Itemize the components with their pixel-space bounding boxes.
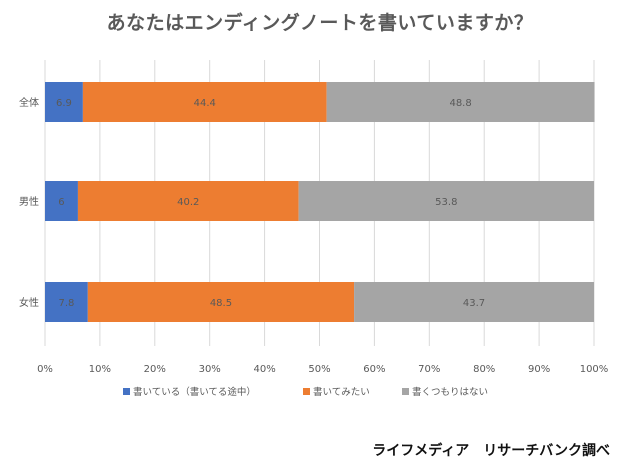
legend-label: 書くつもりはない bbox=[412, 386, 488, 398]
data-label: 43.7 bbox=[463, 298, 485, 309]
data-label: 53.8 bbox=[435, 197, 457, 208]
data-label: 7.8 bbox=[58, 298, 74, 309]
bar-segment bbox=[77, 181, 299, 221]
x-tick-label: 50% bbox=[308, 364, 330, 375]
x-tick-label: 80% bbox=[473, 364, 495, 375]
bar-segment bbox=[82, 82, 327, 122]
x-tick-label: 10% bbox=[89, 364, 111, 375]
x-tick-label: 30% bbox=[199, 364, 221, 375]
category-label: 男性 bbox=[19, 195, 39, 208]
x-tick-label: 90% bbox=[528, 364, 550, 375]
x-tick-label: 60% bbox=[363, 364, 385, 375]
legend-label: 書いている（書いてる途中） bbox=[133, 386, 256, 398]
legend-label: 書いてみたい bbox=[313, 386, 370, 398]
category-label: 全体 bbox=[19, 96, 39, 109]
data-label: 48.5 bbox=[210, 298, 232, 309]
bar-segment bbox=[298, 181, 594, 221]
bar-segment bbox=[87, 282, 355, 322]
x-tick-label: 100% bbox=[580, 364, 609, 375]
data-label: 48.8 bbox=[449, 98, 471, 109]
source-note: ライフメディア リサーチバンク調べ bbox=[372, 443, 610, 459]
bar-segment bbox=[45, 181, 78, 221]
data-label: 6.9 bbox=[56, 98, 72, 109]
legend-swatch bbox=[123, 388, 130, 395]
data-label: 6 bbox=[58, 197, 64, 208]
legend-swatch bbox=[303, 388, 310, 395]
bar-segment bbox=[354, 282, 594, 322]
x-tick-label: 70% bbox=[418, 364, 440, 375]
x-tick-label: 0% bbox=[37, 364, 53, 375]
x-tick-label: 40% bbox=[253, 364, 275, 375]
bar-segment bbox=[326, 82, 595, 122]
x-tick-label: 20% bbox=[144, 364, 166, 375]
chart-title: あなたはエンディングノートを書いていますか？ bbox=[106, 12, 534, 34]
bar-segment bbox=[45, 82, 83, 122]
data-label: 40.2 bbox=[177, 197, 199, 208]
bar-segment bbox=[45, 282, 88, 322]
legend-swatch bbox=[402, 388, 409, 395]
category-label: 女性 bbox=[19, 296, 39, 309]
data-label: 44.4 bbox=[194, 98, 216, 109]
